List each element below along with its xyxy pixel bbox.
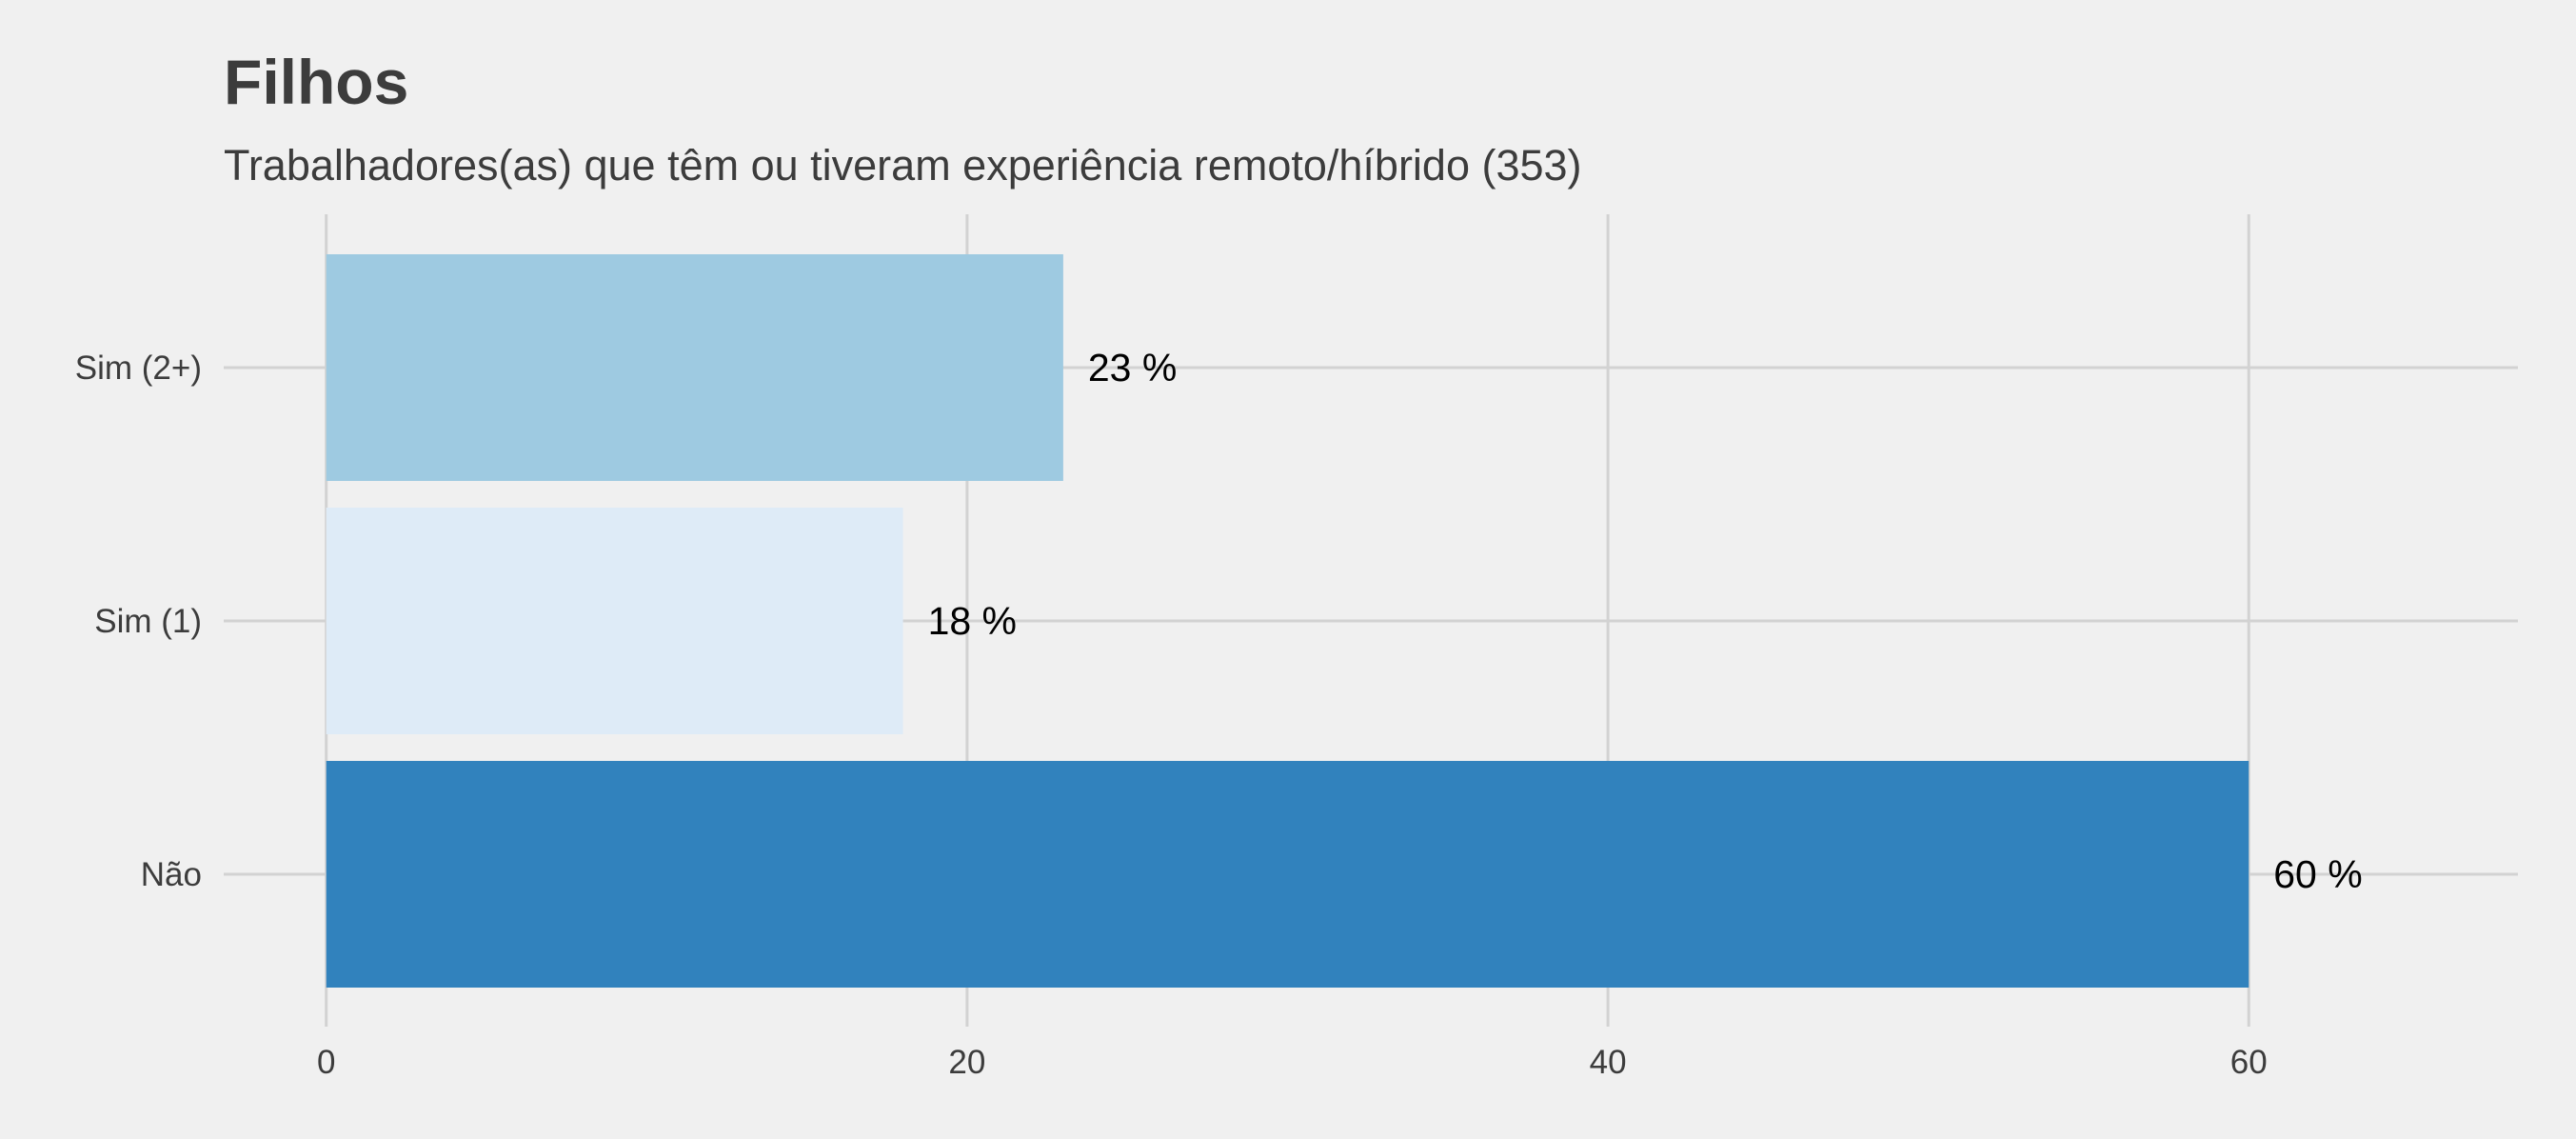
chart-subtitle: Trabalhadores(as) que têm ou tiveram exp… [224,141,1582,190]
bar [326,761,2249,988]
bar [326,254,1063,481]
x-tick-label: 0 [317,1044,335,1081]
data-label: 18 % [928,599,1017,643]
chart-title: Filhos [224,47,409,117]
x-tick-label: 60 [2230,1044,2268,1081]
category-label: Não [141,856,202,893]
labels: 0 20 40 60 Sim (2+) 23 % Sim (1) 18 % Não 60 % [75,346,2363,1081]
category-label: Sim (2+) [75,350,202,387]
x-tick-label: 20 [948,1044,985,1081]
data-label: 23 % [1088,346,1177,390]
bars [326,254,2249,988]
x-tick-label: 40 [1590,1044,1627,1081]
category-label: Sim (1) [94,603,202,640]
bar [326,508,903,734]
data-label: 60 % [2273,852,2362,896]
